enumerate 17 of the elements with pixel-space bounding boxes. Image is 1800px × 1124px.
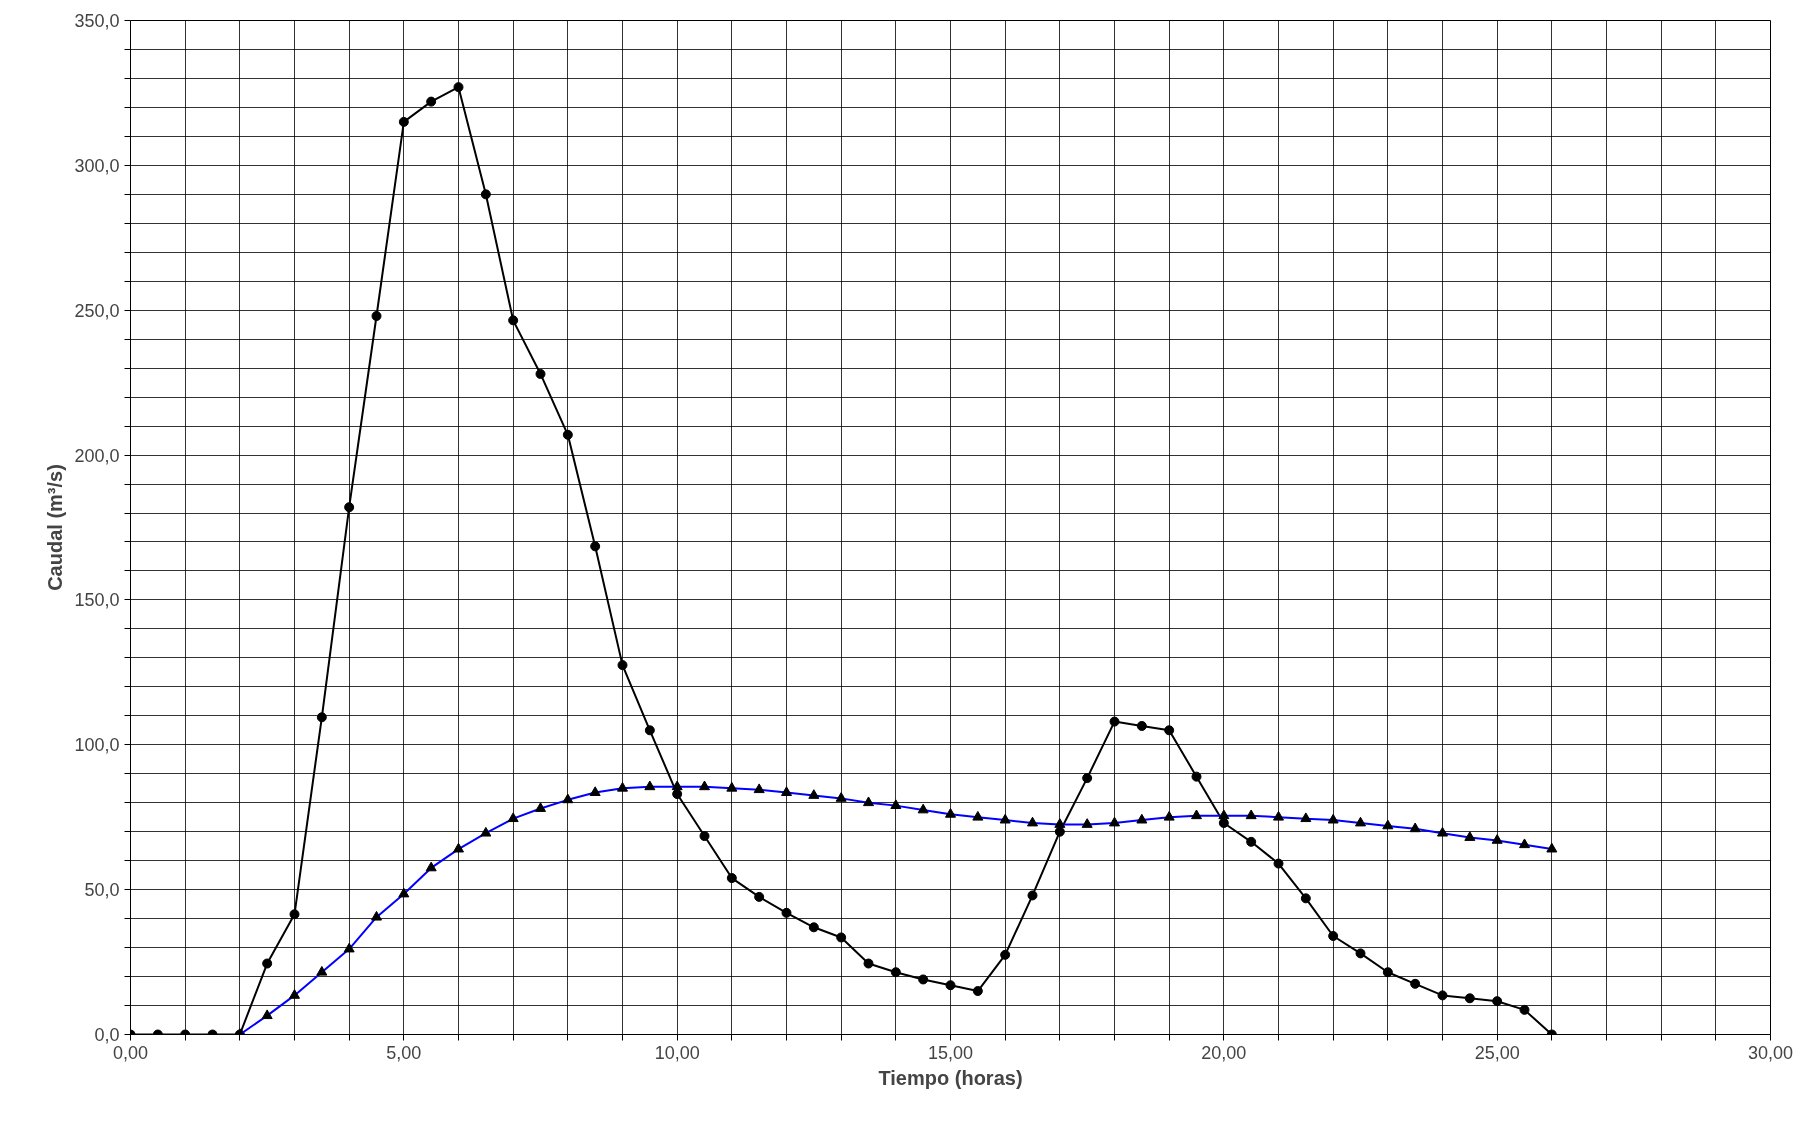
y-tick-label: 0,0: [94, 1025, 120, 1045]
x-tick-label: 10,00: [654, 1042, 700, 1063]
x-axis-title: Tiempo (horas): [878, 1066, 1023, 1089]
x-tick-label: 15,00: [927, 1042, 974, 1063]
y-axis-title: Caudal (m³/s): [44, 464, 67, 591]
y-tick-label: 150,0: [74, 590, 120, 611]
y-tick-label: 350,0: [74, 11, 120, 31]
x-tick-label: 25,00: [1474, 1042, 1520, 1063]
x-tick-label: 30,00: [1747, 1042, 1794, 1063]
x-tick-label: 0,00: [112, 1042, 149, 1063]
y-tick-label: 300,0: [74, 155, 120, 176]
x-tick-label: 20,00: [1201, 1042, 1247, 1063]
y-tick-label: 100,0: [74, 735, 120, 756]
x-tick-label: 5,00: [386, 1042, 422, 1063]
y-tick-label: 50,0: [84, 880, 120, 901]
y-tick-label: 200,0: [74, 445, 120, 466]
y-tick-label: 250,0: [74, 300, 120, 321]
